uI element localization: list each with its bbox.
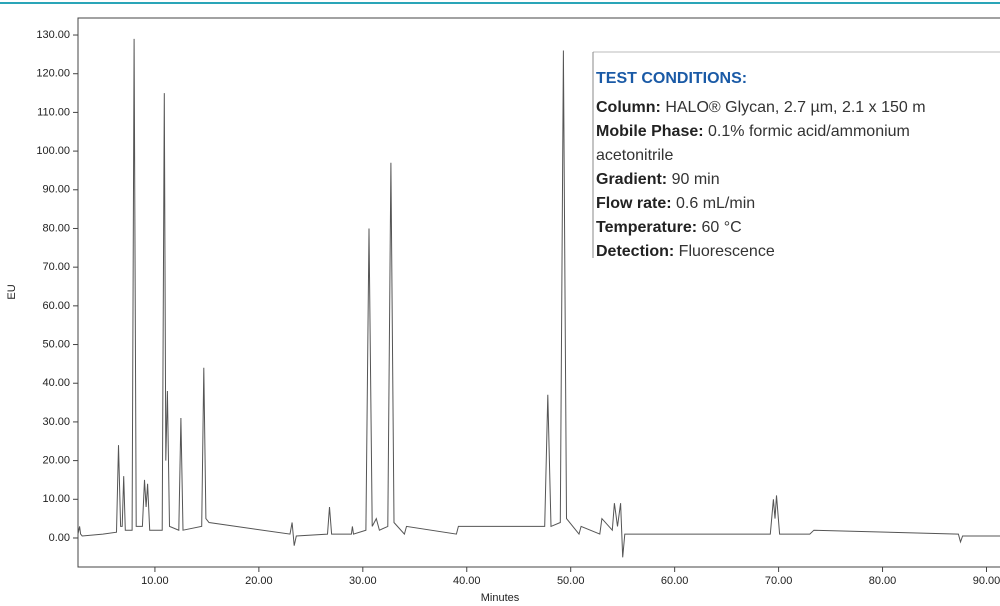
y-tick-label: 40.00 (42, 377, 70, 389)
y-tick-label: 110.00 (37, 106, 70, 118)
annotation-label: Flow rate: (596, 195, 672, 212)
annotation-label: Temperature: (596, 219, 697, 236)
annotation-text: 0.6 mL/min (672, 195, 756, 212)
y-tick-label: 10.00 (42, 493, 70, 505)
annotation-line: acetonitrile (596, 147, 673, 164)
x-tick-label: 20.00 (245, 575, 273, 587)
x-tick-label: 50.00 (557, 575, 585, 587)
x-tick-label: 70.00 (765, 575, 793, 587)
annotation-label: Detection: (596, 243, 674, 260)
x-tick-label: 60.00 (661, 575, 689, 587)
chromatogram-trace (77, 38, 1000, 558)
y-tick-label: 20.00 (42, 455, 70, 467)
x-tick-label: 80.00 (869, 575, 897, 587)
annotation-line: Gradient: 90 min (596, 171, 720, 188)
x-tick-label: 10.00 (141, 575, 169, 587)
x-tick-label: 30.00 (349, 575, 377, 587)
annotation-line: Flow rate: 0.6 mL/min (596, 195, 755, 212)
y-axis-label: EU (6, 284, 18, 299)
annotation-line: Detection: Fluorescence (596, 243, 775, 260)
y-tick-label: 100.00 (36, 145, 70, 157)
annotation-text: 60 °C (697, 219, 742, 236)
y-tick-label: 60.00 (42, 300, 70, 312)
annotation-label: Gradient: (596, 171, 667, 188)
y-tick-label: 90.00 (42, 184, 70, 196)
annotation-text: Fluorescence (674, 243, 775, 260)
annotation-line: Temperature: 60 °C (596, 219, 742, 236)
annotation-text: acetonitrile (596, 147, 673, 164)
y-tick-label: 80.00 (42, 222, 70, 234)
annotation-box (594, 50, 1000, 256)
plot-frame (77, 17, 1000, 568)
x-axis-label: Minutes (481, 592, 520, 604)
annotation-label: Column: (596, 99, 661, 116)
annotation-text: 90 min (667, 171, 719, 188)
annotation-line: Column: HALO® Glycan, 2.7 µm, 2.1 x 150 … (596, 99, 926, 116)
y-tick-label: 70.00 (42, 261, 70, 273)
y-tick-label: 120.00 (36, 68, 70, 80)
annotation-line: Mobile Phase: 0.1% formic acid/ammonium (596, 123, 910, 140)
annotation-title: TEST CONDITIONS: (596, 70, 747, 87)
y-tick-label: 50.00 (42, 338, 70, 350)
x-tick-label: 40.00 (453, 575, 481, 587)
y-tick-label: 30.00 (42, 416, 70, 428)
annotation-text: HALO® Glycan, 2.7 µm, 2.1 x 150 m (661, 99, 926, 116)
x-tick-label: 90.00 (973, 575, 1000, 587)
y-tick-label: 0.00 (49, 532, 70, 544)
annotation-text: 0.1% formic acid/ammonium (704, 123, 910, 140)
y-tick-label: 130.00 (36, 29, 70, 41)
annotation-label: Mobile Phase: (596, 123, 704, 140)
